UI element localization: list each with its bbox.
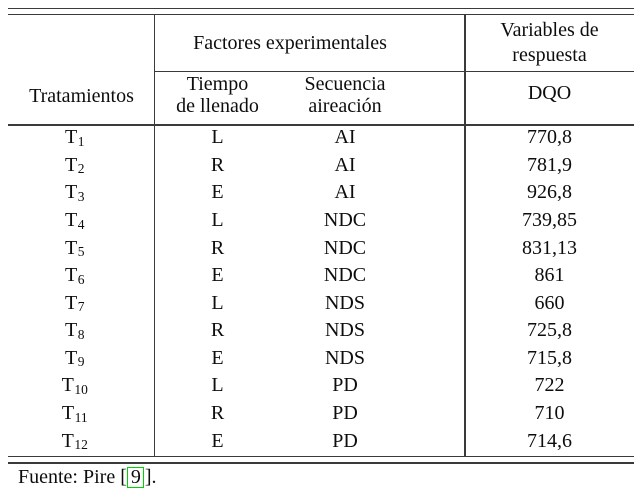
fill-time-cell: L <box>211 126 224 149</box>
treatment-label: T <box>61 374 74 397</box>
treatment-label: T <box>65 236 78 259</box>
header-fill-time-line1: Tiempo <box>186 73 249 95</box>
aeration-sequence-cell: NDC <box>323 264 367 287</box>
dqo-value-cell: 781,9 <box>527 153 572 176</box>
header-fill-time: Tiempo de llenado <box>155 71 290 124</box>
header-response-line1: Variables de <box>500 19 599 41</box>
treatment-cell: T 12 <box>61 429 88 453</box>
treatment-label: T <box>65 181 78 204</box>
dqo-value-cell: 715,8 <box>527 346 572 369</box>
table-top-rule-2 <box>8 13 634 16</box>
fill-time-cell: E <box>211 181 224 204</box>
aeration-sequence-cell: AI <box>334 181 356 204</box>
aeration-sequence-cell: NDC <box>323 209 367 232</box>
source-note: Fuente: Pire [9]. <box>18 464 157 490</box>
treatment-cell: T 11 <box>61 402 88 425</box>
header-fill-time-line2: de llenado <box>176 95 259 117</box>
header-group-experimental-factors-label: Factores experimentales <box>193 31 387 54</box>
treatment-label: T <box>65 291 78 314</box>
fill-time-cell: R <box>210 153 225 176</box>
aeration-sequence-cell: NDS <box>324 346 365 369</box>
aeration-sequence-cell: NDC <box>323 236 367 259</box>
header-aeration-sequence-line1: Secuencia <box>304 73 386 95</box>
data-table: Tratamientos Factores experimentales Var… <box>8 15 634 455</box>
table-bottom-rule-2 <box>8 462 634 464</box>
header-group-underline <box>153 70 634 73</box>
fill-time-cell: E <box>211 429 224 452</box>
dqo-value-cell: 926,8 <box>527 181 572 204</box>
table-top-rule-1 <box>8 7 634 10</box>
fill-time-cell: L <box>211 291 224 314</box>
header-response-line2: respuesta <box>512 44 587 66</box>
aeration-sequence-cell: AI <box>334 153 356 176</box>
table-bottom-rule-1 <box>8 455 634 458</box>
fill-time-cell: L <box>211 209 224 232</box>
header-treatments-label: Tratamientos <box>29 85 134 107</box>
fill-time-cell: R <box>210 402 225 425</box>
treatment-label: T <box>65 264 78 287</box>
header-aeration-sequence-line2: aireación <box>308 95 382 117</box>
dqo-value-cell: 739,85 <box>522 209 577 232</box>
header-group-response-variables: Variables de respuesta <box>465 15 634 71</box>
aeration-sequence-cell: NDS <box>324 319 365 342</box>
column-divider-left <box>153 15 156 456</box>
aeration-sequence-cell: NDS <box>324 291 365 314</box>
header-treatments: Tratamientos <box>8 15 155 124</box>
aeration-sequence-cell: PD <box>332 402 358 425</box>
fill-time-cell: R <box>210 319 225 342</box>
treatment-label: T <box>65 346 78 369</box>
fill-time-cell: E <box>211 264 224 287</box>
aeration-sequence-cell: AI <box>334 126 356 149</box>
treatment-label: T <box>61 402 75 425</box>
dqo-value-cell: 710 <box>534 402 565 425</box>
header-dqo: DQO <box>465 71 634 124</box>
aeration-sequence-cell: PD <box>332 374 358 397</box>
fill-time-cell: E <box>211 346 224 369</box>
treatment-label: T <box>65 319 78 342</box>
treatment-label: T <box>61 429 74 452</box>
treatment-label: T <box>65 153 78 176</box>
aeration-sequence-cell: PD <box>332 429 358 452</box>
dqo-value-cell: 725,8 <box>527 319 572 342</box>
treatment-cell: T 10 <box>61 374 88 397</box>
dqo-value-cell: 714,6 <box>527 429 572 452</box>
citation-link[interactable]: 9 <box>127 467 145 488</box>
dqo-value-cell: 861 <box>534 264 565 287</box>
dqo-value-cell: 722 <box>534 374 565 397</box>
header-aeration-sequence: Secuencia aireación <box>290 71 465 124</box>
source-note-prefix: Fuente: Pire [ <box>18 466 127 488</box>
header-dqo-label: DQO <box>527 82 572 104</box>
treatment-label: T <box>65 126 78 149</box>
header-group-experimental-factors: Factores experimentales <box>155 15 465 71</box>
fill-time-cell: R <box>210 236 225 259</box>
dqo-value-cell: 770,8 <box>527 126 572 149</box>
column-divider-right <box>464 15 466 456</box>
dqo-value-cell: 660 <box>534 291 565 314</box>
fill-time-cell: L <box>211 374 224 397</box>
treatment-label: T <box>65 209 78 232</box>
dqo-value-cell: 831,13 <box>522 236 577 259</box>
source-note-suffix: ]. <box>144 466 157 488</box>
header-bottom-rule <box>8 124 634 126</box>
